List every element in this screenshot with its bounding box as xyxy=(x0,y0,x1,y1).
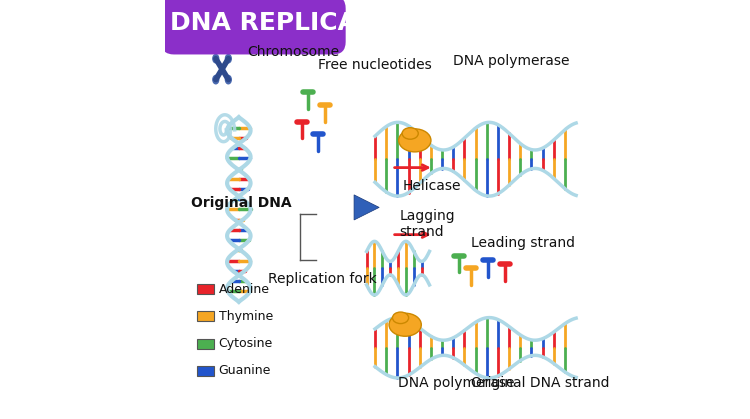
Text: DNA polymerase: DNA polymerase xyxy=(452,54,569,68)
Bar xyxy=(197,284,214,294)
Ellipse shape xyxy=(399,129,431,152)
Text: Replication fork: Replication fork xyxy=(268,272,377,286)
Bar xyxy=(197,339,214,349)
Text: Cytosine: Cytosine xyxy=(219,337,273,350)
Text: DNA polymerase: DNA polymerase xyxy=(398,376,514,391)
Text: Chromosome: Chromosome xyxy=(248,45,339,59)
Text: Original DNA: Original DNA xyxy=(191,196,292,210)
Text: Free nucleotides: Free nucleotides xyxy=(319,58,432,72)
Ellipse shape xyxy=(392,312,409,323)
Ellipse shape xyxy=(213,75,219,84)
Ellipse shape xyxy=(226,75,231,84)
Bar xyxy=(197,366,214,376)
Ellipse shape xyxy=(226,54,231,63)
Text: Helicase: Helicase xyxy=(402,179,460,194)
Ellipse shape xyxy=(402,128,418,139)
Text: Adenine: Adenine xyxy=(219,282,270,296)
Text: Original DNA strand: Original DNA strand xyxy=(471,376,610,391)
Text: Leading strand: Leading strand xyxy=(471,236,575,250)
FancyBboxPatch shape xyxy=(161,0,346,54)
Text: Guanine: Guanine xyxy=(219,364,271,378)
Text: Lagging
strand: Lagging strand xyxy=(399,209,455,239)
Bar xyxy=(197,311,214,321)
Polygon shape xyxy=(354,195,380,220)
Text: Thymine: Thymine xyxy=(219,310,273,323)
Text: DNA REPLICATION: DNA REPLICATION xyxy=(170,11,423,35)
Ellipse shape xyxy=(213,54,219,63)
Ellipse shape xyxy=(389,313,422,336)
